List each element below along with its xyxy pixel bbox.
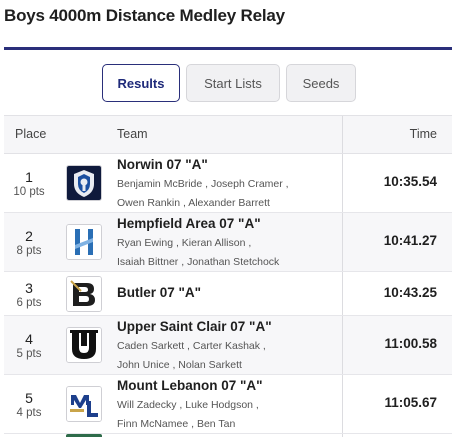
column-divider (342, 213, 343, 271)
team-name-link[interactable]: Upper Saint Clair 07 "A" (117, 319, 272, 334)
runner-name-link[interactable]: Finn McNamee (117, 418, 189, 430)
view-tabs: Results Start Lists Seeds (0, 64, 452, 102)
team-name-link[interactable]: Butler 07 "A" (117, 285, 202, 300)
runner-list: Ryan Ewing , Kieran Allison , Isaiah Bit… (117, 237, 280, 268)
tab-start-lists[interactable]: Start Lists (186, 64, 280, 102)
usc-logo-icon (66, 327, 102, 363)
runner-name-link[interactable]: Carter Kashak (192, 340, 261, 352)
place-number: 3 (25, 280, 33, 296)
table-header: Place Team Time (4, 115, 452, 154)
runner-name-link[interactable]: Owen Rankin (117, 197, 181, 209)
table-row-partial (4, 434, 452, 437)
tab-results[interactable]: Results (102, 64, 180, 102)
place-points: 6 pts (16, 297, 42, 309)
team-name-link[interactable]: Mount Lebanon 07 "A" (117, 378, 263, 393)
hempfield-h-logo-icon (66, 224, 102, 260)
place-number: 1 (25, 169, 33, 185)
team-logo-icon (66, 434, 102, 437)
result-time: 10:35.54 (383, 174, 437, 189)
page-title: Boys 4000m Distance Medley Relay (4, 6, 285, 25)
column-header-time[interactable]: Time (409, 127, 437, 141)
runner-name-link[interactable]: Luke Hodgson (185, 399, 253, 411)
place-points: 10 pts (13, 186, 45, 198)
title-underline (4, 47, 452, 50)
norwin-knight-logo-icon (66, 165, 102, 201)
runner-name-link[interactable]: John Unice (117, 359, 170, 371)
column-divider (342, 316, 343, 374)
column-divider (342, 375, 343, 433)
runner-name-link[interactable]: Ben Tan (196, 418, 236, 430)
runner-name-link[interactable]: Alexander Barrett (188, 197, 270, 209)
table-row[interactable]: 2 8 pts Hempfield Area 07 "A" Ryan Ewing… (4, 213, 452, 272)
place-number: 4 (25, 331, 33, 347)
column-header-team[interactable]: Team (117, 127, 148, 141)
team-name-link[interactable]: Norwin 07 "A" (117, 157, 208, 172)
table-row[interactable]: 1 10 pts Norwin 07 "A" Benjamin McBride … (4, 154, 452, 213)
runner-name-link[interactable]: Nolan Sarkett (178, 359, 242, 371)
runner-list: Caden Sarkett , Carter Kashak , John Uni… (117, 340, 266, 371)
runner-list: Will Zadecky , Luke Hodgson , Finn McNam… (117, 399, 259, 430)
runner-name-link[interactable]: Kieran Allison (181, 237, 246, 249)
place-points: 5 pts (16, 348, 42, 360)
runner-name-link[interactable]: Joseph Cramer (210, 178, 283, 190)
runner-name-link[interactable]: Will Zadecky (117, 399, 177, 411)
result-time: 10:43.25 (383, 285, 437, 300)
table-row[interactable]: 5 4 pts Mount Lebanon 07 "A" Will Zadeck… (4, 375, 452, 434)
runner-name-link[interactable]: Ryan Ewing (117, 237, 174, 249)
runner-name-link[interactable]: Isaiah Bittner (117, 256, 179, 268)
column-header-place[interactable]: Place (15, 127, 47, 141)
result-time: 10:41.27 (383, 233, 437, 248)
result-time: 11:05.67 (384, 395, 437, 410)
butler-b-logo-icon (66, 276, 102, 312)
runner-name-link[interactable]: Benjamin McBride (117, 178, 203, 190)
column-divider (342, 154, 343, 212)
place-points: 8 pts (16, 245, 42, 257)
runner-list: Benjamin McBride , Joseph Cramer , Owen … (117, 178, 289, 209)
mt-lebanon-ml-logo-icon (66, 386, 102, 422)
table-row[interactable]: 4 5 pts Upper Saint Clair 07 "A" Caden S… (4, 316, 452, 375)
team-name-link[interactable]: Hempfield Area 07 "A" (117, 216, 261, 231)
place-points: 4 pts (16, 407, 42, 419)
column-divider (342, 272, 343, 315)
results-table: Place Team Time 1 10 pts Norwin 07 "A" B… (4, 115, 452, 437)
result-time: 11:00.58 (384, 336, 437, 351)
place-number: 2 (25, 228, 33, 244)
column-divider (342, 434, 343, 437)
runner-name-link[interactable]: Caden Sarkett (117, 340, 185, 352)
column-divider (342, 116, 343, 153)
place-number: 5 (25, 390, 33, 406)
runner-name-link[interactable]: Jonathan Stetchock (187, 256, 280, 268)
table-row[interactable]: 3 6 pts Butler 07 "A" 10:43.25 (4, 272, 452, 316)
tab-seeds[interactable]: Seeds (286, 64, 356, 102)
